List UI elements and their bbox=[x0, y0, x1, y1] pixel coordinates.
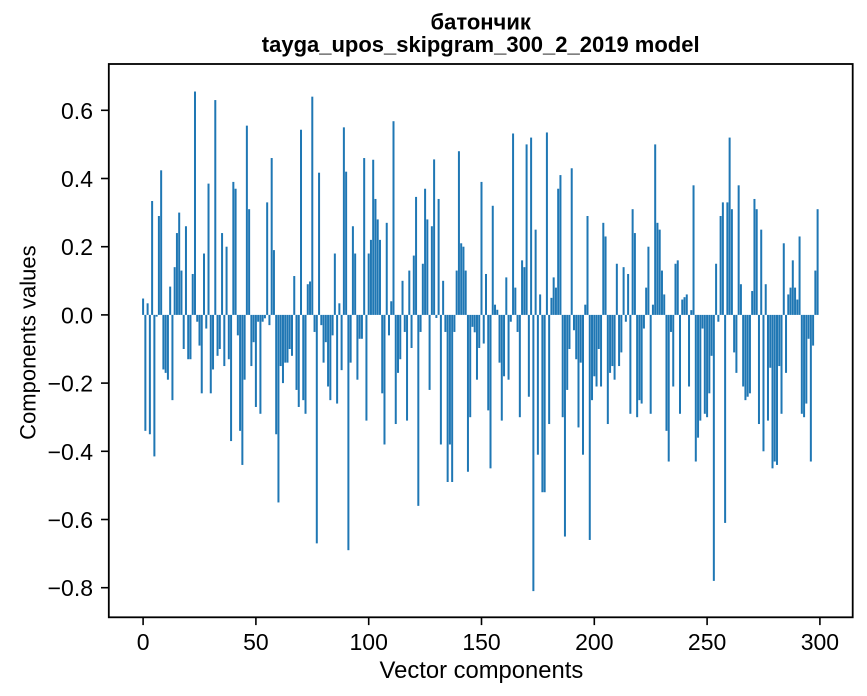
svg-text:0.6: 0.6 bbox=[61, 98, 93, 124]
svg-text:0.2: 0.2 bbox=[61, 234, 93, 260]
svg-text:300: 300 bbox=[801, 629, 839, 655]
svg-text:Vector components: Vector components bbox=[380, 657, 584, 684]
svg-text:100: 100 bbox=[350, 629, 388, 655]
svg-text:0.0: 0.0 bbox=[61, 302, 93, 328]
svg-text:0.4: 0.4 bbox=[61, 166, 93, 192]
svg-text:150: 150 bbox=[462, 629, 500, 655]
svg-text:батончик: батончик bbox=[431, 10, 532, 35]
svg-text:250: 250 bbox=[688, 629, 726, 655]
svg-text:−0.8: −0.8 bbox=[48, 575, 93, 601]
svg-text:50: 50 bbox=[243, 629, 269, 655]
svg-text:tayga_upos_skipgram_300_2_2019: tayga_upos_skipgram_300_2_2019 model bbox=[262, 32, 700, 57]
svg-text:−0.4: −0.4 bbox=[48, 439, 94, 465]
svg-text:−0.2: −0.2 bbox=[48, 371, 93, 397]
svg-text:200: 200 bbox=[575, 629, 613, 655]
svg-text:0: 0 bbox=[137, 629, 150, 655]
svg-text:Components values: Components values bbox=[16, 245, 41, 439]
svg-text:−0.6: −0.6 bbox=[48, 507, 93, 533]
